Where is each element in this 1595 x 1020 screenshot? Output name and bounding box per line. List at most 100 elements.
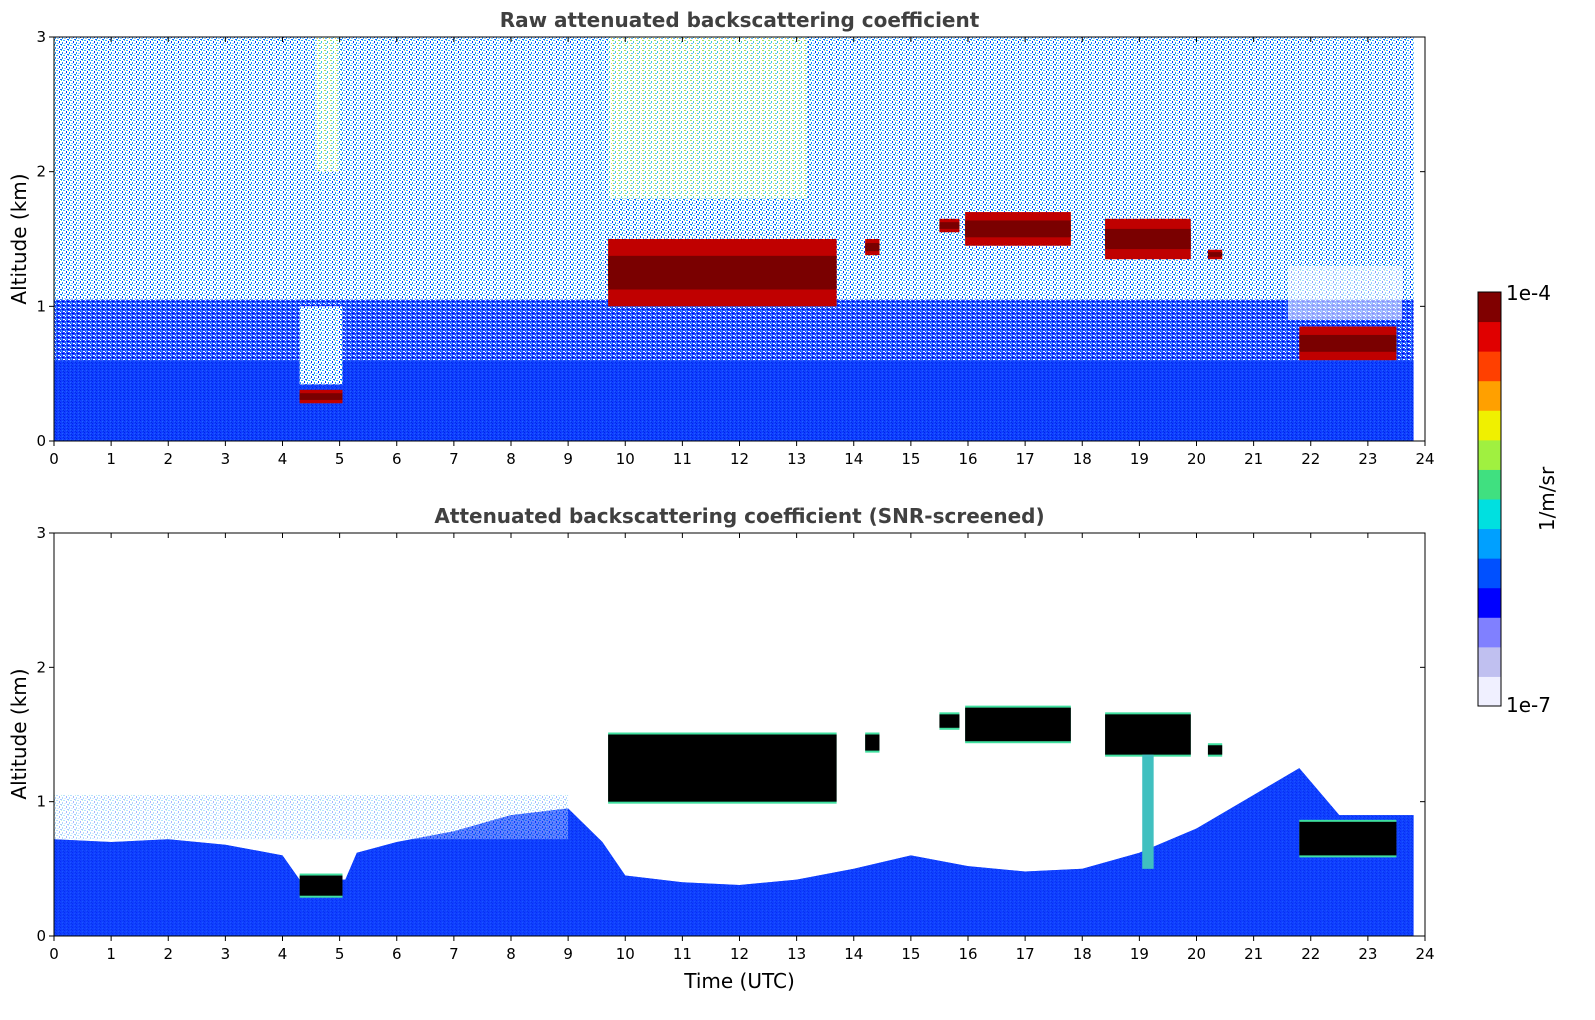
speckle [54, 794, 569, 840]
valid-signal-texture [54, 768, 1414, 936]
panel-title: Raw attenuated backscattering coefficien… [500, 8, 980, 32]
x-tick-label: 5 [335, 450, 345, 468]
x-tick-label: 17 [1016, 450, 1035, 468]
x-tick-label: 4 [278, 945, 288, 963]
colorbar-min-label: 1e-7 [1506, 693, 1551, 717]
x-tick-label: 9 [563, 450, 573, 468]
x-tick-label: 19 [1130, 450, 1149, 468]
x-tick-label: 9 [563, 945, 573, 963]
cloud-layer [865, 734, 880, 751]
colorbar-unit-label: 1/m/sr [1535, 466, 1559, 531]
colorbar-step [1478, 646, 1501, 677]
x-tick-label: 19 [1130, 945, 1149, 963]
y-tick-label: 3 [36, 28, 46, 46]
colorbar-step [1478, 351, 1501, 382]
cloud-core [1299, 334, 1397, 352]
colorbar-step [1478, 528, 1501, 559]
x-tick-label: 3 [221, 945, 231, 963]
x-tick-label: 15 [901, 945, 920, 963]
x-tick-label: 24 [1415, 945, 1434, 963]
x-tick-label: 1 [106, 945, 116, 963]
colorbar-scale [1478, 292, 1501, 707]
colorbar-step [1478, 292, 1501, 323]
x-tick-label: 23 [1358, 945, 1377, 963]
colorbar-step [1478, 676, 1501, 707]
cloud-core [1207, 252, 1223, 257]
aerosol-aloft [316, 37, 340, 172]
x-tick-label: 23 [1358, 450, 1377, 468]
y-tick-label: 3 [36, 524, 46, 542]
virga-streak [1142, 754, 1154, 869]
colorbar-step [1478, 617, 1501, 648]
x-tick-label: 20 [1187, 450, 1206, 468]
x-tick-label: 17 [1016, 945, 1035, 963]
x-axis: 0 1 2 3 4 5 6 7 8 9 10 11 12 13 14 15 16 17 18 19 20 21 22 23 24 [49, 37, 1435, 468]
y-tick-label: 1 [36, 297, 46, 315]
y-axis-label: Altitude (km) [7, 173, 31, 304]
x-tick-label: 13 [787, 945, 806, 963]
x-tick-label: 2 [163, 450, 173, 468]
x-tick-label: 3 [221, 450, 231, 468]
cloud-layer [299, 875, 343, 896]
heatmap-image [54, 705, 1414, 936]
y-tick-label: 0 [36, 432, 46, 450]
x-tick-label: 13 [787, 450, 806, 468]
x-tick-label: 11 [673, 945, 692, 963]
x-tick-label: 8 [506, 945, 516, 963]
x-tick-label: 1 [106, 450, 116, 468]
y-axis: 0 1 2 3 [36, 28, 1425, 450]
aerosol-aloft [608, 37, 809, 199]
cloud-core [939, 222, 960, 229]
colorbar-step [1478, 321, 1501, 352]
panel-title: Attenuated backscattering coefficient (S… [434, 504, 1044, 528]
x-tick-label: 16 [958, 450, 977, 468]
x-tick-label: 21 [1244, 945, 1263, 963]
x-axis-label: Time (UTC) [683, 969, 795, 993]
raw-backscatter-panel: Raw attenuated backscattering coefficien… [7, 8, 1435, 468]
x-tick-label: 14 [844, 945, 863, 963]
x-tick-label: 24 [1415, 450, 1434, 468]
boundary-layer [54, 360, 1414, 441]
cloud-core [608, 255, 837, 290]
y-tick-label: 2 [36, 658, 46, 676]
y-tick-label: 2 [36, 163, 46, 181]
x-tick-label: 16 [958, 945, 977, 963]
colorbar-step [1478, 587, 1501, 618]
cloud-core [1105, 228, 1191, 250]
cloud-core [865, 243, 880, 252]
colorbar-max-label: 1e-4 [1506, 281, 1551, 305]
x-tick-label: 18 [1073, 945, 1092, 963]
cloud-layer [608, 734, 837, 802]
x-tick-label: 22 [1301, 945, 1320, 963]
colorbar-step [1478, 499, 1501, 530]
colorbar: 1e-4 1e-7 1/m/sr [1477, 281, 1559, 717]
x-tick-label: 22 [1301, 450, 1320, 468]
x-tick-label: 10 [616, 450, 635, 468]
x-tick-label: 14 [844, 450, 863, 468]
y-tick-label: 0 [36, 927, 46, 945]
snr-screened-panel: Attenuated backscattering coefficient (S… [7, 504, 1435, 993]
x-tick-label: 0 [49, 945, 59, 963]
x-tick-label: 12 [730, 945, 749, 963]
cloud-layer [965, 707, 1071, 742]
x-tick-label: 20 [1187, 945, 1206, 963]
x-tick-label: 5 [335, 945, 345, 963]
cloud-layer [1299, 821, 1397, 856]
x-axis: 0 1 2 3 4 5 6 7 8 9 10 11 12 13 14 15 16 17 18 19 20 21 22 23 24 [49, 533, 1435, 963]
x-tick-label: 6 [392, 450, 402, 468]
x-tick-label: 4 [278, 450, 288, 468]
x-tick-label: 21 [1244, 450, 1263, 468]
clear-gap [299, 306, 343, 385]
x-tick-label: 8 [506, 450, 516, 468]
x-tick-label: 7 [449, 450, 459, 468]
x-tick-label: 7 [449, 945, 459, 963]
cloud-core [299, 393, 343, 400]
colorbar-step [1478, 558, 1501, 589]
cloud-core [965, 220, 1071, 238]
y-tick-label: 1 [36, 793, 46, 811]
cloud-layer [1105, 714, 1191, 755]
x-tick-label: 6 [392, 945, 402, 963]
x-tick-label: 0 [49, 450, 59, 468]
x-tick-label: 10 [616, 945, 635, 963]
